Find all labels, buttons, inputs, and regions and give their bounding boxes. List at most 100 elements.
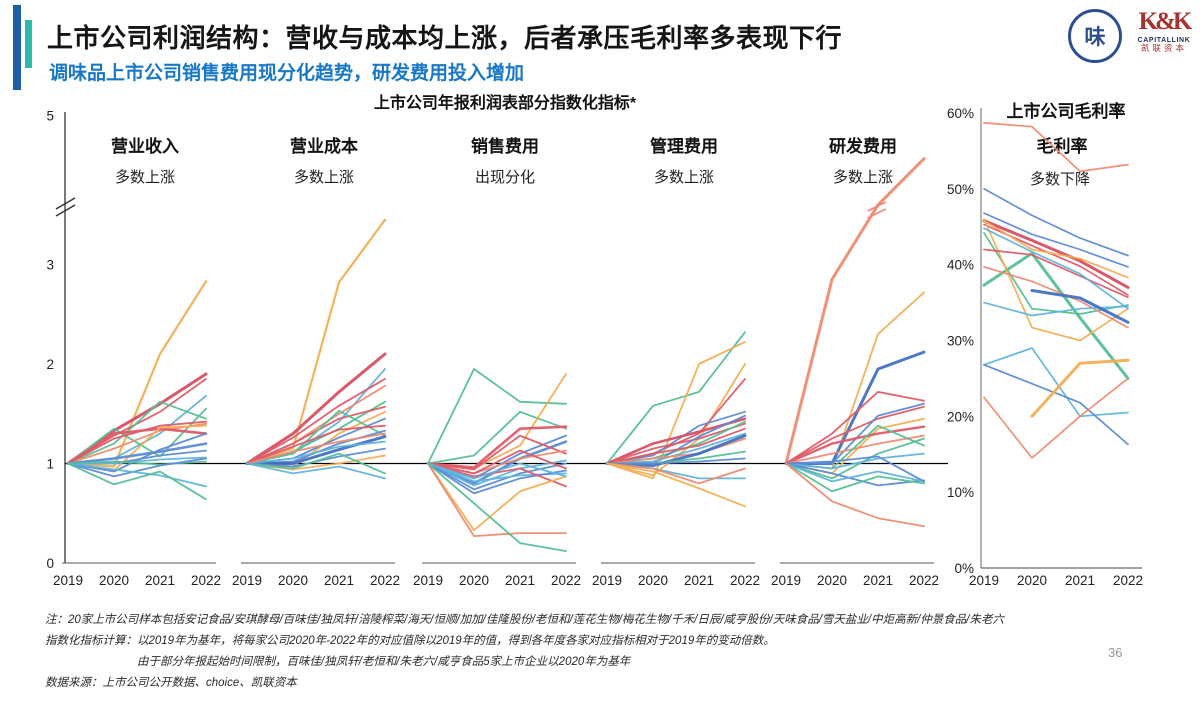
panel-trend-label: 多数上涨 (294, 169, 354, 186)
margin-y-tick-label: 20% (947, 409, 974, 424)
series-line (427, 462, 567, 537)
margin-series-line (983, 227, 1129, 310)
margin-series-line (983, 347, 1129, 418)
series-line (67, 400, 207, 465)
capitallink-name: CAPITALLINK (1137, 36, 1191, 44)
margin-series-line (1030, 358, 1130, 418)
margin-series-line (1030, 289, 1130, 324)
series-line (427, 449, 567, 475)
x-tick-label: 2021 (505, 573, 535, 588)
panel-label: 管理费用 (650, 136, 718, 156)
series-line (606, 341, 746, 480)
series-line (66, 280, 208, 468)
y-tick-label: 3 (46, 258, 54, 273)
series-line (67, 460, 207, 466)
axis-break-icon (55, 204, 76, 217)
margin-series-line (982, 219, 1130, 289)
series-line (66, 442, 208, 465)
x-tick-label: 2020 (638, 573, 668, 588)
series-line (785, 462, 925, 528)
y-tick-label: 0 (46, 556, 54, 571)
series-line (427, 368, 567, 465)
series-line (785, 452, 925, 470)
margin-x-tick-label: 2022 (1113, 573, 1143, 588)
series-line (66, 427, 208, 465)
margin-series-line (982, 251, 1130, 380)
margin-series-line (983, 219, 1129, 279)
series-line (605, 434, 747, 467)
margin-y-tick-label: 40% (947, 258, 974, 273)
margin-series-line (983, 248, 1129, 299)
series-line (427, 462, 567, 495)
panel-label: 研发费用 (829, 136, 897, 156)
series-line (785, 462, 925, 483)
x-tick-label: 2021 (145, 573, 175, 588)
seal-character: 味 (1084, 26, 1106, 49)
x-tick-label: 2022 (191, 573, 221, 588)
association-seal-logo: 味 (1068, 9, 1122, 63)
margin-chart-subtitle: 毛利率 (1037, 136, 1088, 156)
series-line (246, 432, 386, 465)
panel-label: 营业成本 (290, 136, 358, 156)
series-line (67, 462, 207, 501)
margin-x-tick-label: 2021 (1065, 573, 1095, 588)
series-line (785, 462, 925, 487)
panel-trend-label: 多数上涨 (833, 169, 893, 186)
series-line (427, 462, 567, 488)
y-tick-label: 1 (46, 457, 54, 472)
capitallink-chinese-name: 凯联资本 (1140, 43, 1187, 54)
y-tick-label: 5 (46, 109, 54, 124)
x-tick-label: 2021 (324, 573, 354, 588)
axis-break-icon (55, 197, 76, 210)
x-tick-label: 2022 (909, 573, 939, 588)
margin-series-line (983, 218, 1129, 342)
series-line (606, 422, 746, 465)
series-line (784, 425, 926, 465)
series-line (606, 363, 746, 477)
margin-y-tick-label: 60% (947, 106, 974, 121)
x-tick-label: 2019 (232, 573, 262, 588)
footnote-index-calc: 指数化指标计算：以2019年为基年，将每家公司2020年-2022年的对应值除以… (45, 635, 775, 647)
series-line (606, 410, 746, 465)
series-line (67, 407, 207, 465)
x-tick-label: 2022 (551, 573, 581, 588)
series-line (785, 462, 925, 493)
accent-bar-teal (25, 20, 32, 68)
footnote-base-year: 由于部分年报起始时间限制，百味佳/独凤轩/老恒和/朱老六/咸亨食品5家上市企业以… (137, 656, 631, 668)
line-break-icon (867, 201, 887, 212)
series-line (67, 462, 207, 488)
x-tick-label: 2019 (592, 573, 622, 588)
margin-trend-label: 多数下降 (1030, 171, 1090, 188)
panel-trend-label: 出现分化 (475, 169, 535, 186)
margin-chart-title: 上市公司毛利率 (1007, 101, 1126, 121)
series-line (427, 434, 567, 471)
main-chart-title: 上市公司年报利润表部分指数化指标* (374, 93, 637, 112)
series-line (785, 437, 925, 480)
series-line (785, 390, 925, 465)
series-line (246, 424, 386, 465)
series-line (427, 462, 567, 480)
x-tick-label: 2019 (413, 573, 443, 588)
margin-series-line (983, 122, 1129, 173)
x-tick-label: 2021 (863, 573, 893, 588)
series-line (246, 409, 386, 465)
x-tick-label: 2022 (730, 573, 760, 588)
page-number: 36 (1108, 645, 1123, 660)
series-line (67, 457, 207, 478)
series-line (427, 459, 567, 487)
panel-label: 销售费用 (471, 136, 539, 156)
x-tick-label: 2022 (370, 573, 400, 588)
series-line (67, 456, 207, 465)
page-title: 上市公司利润结构：营收与成本均上涨，后者承压毛利率多表现下行 (47, 23, 843, 53)
x-tick-label: 2019 (53, 573, 83, 588)
series-line (606, 432, 746, 465)
series-line (785, 455, 925, 483)
margin-series-line (983, 377, 1129, 459)
accent-bar-blue (13, 5, 21, 90)
capitallink-monogram-icon: K&K (1138, 8, 1193, 35)
margin-x-tick-label: 2020 (1017, 573, 1047, 588)
y-tick-label: 2 (46, 357, 54, 372)
series-line (606, 462, 746, 485)
footnote-data-source: 数据来源：上市公司公开数据、choice、凯联资本 (45, 677, 297, 689)
